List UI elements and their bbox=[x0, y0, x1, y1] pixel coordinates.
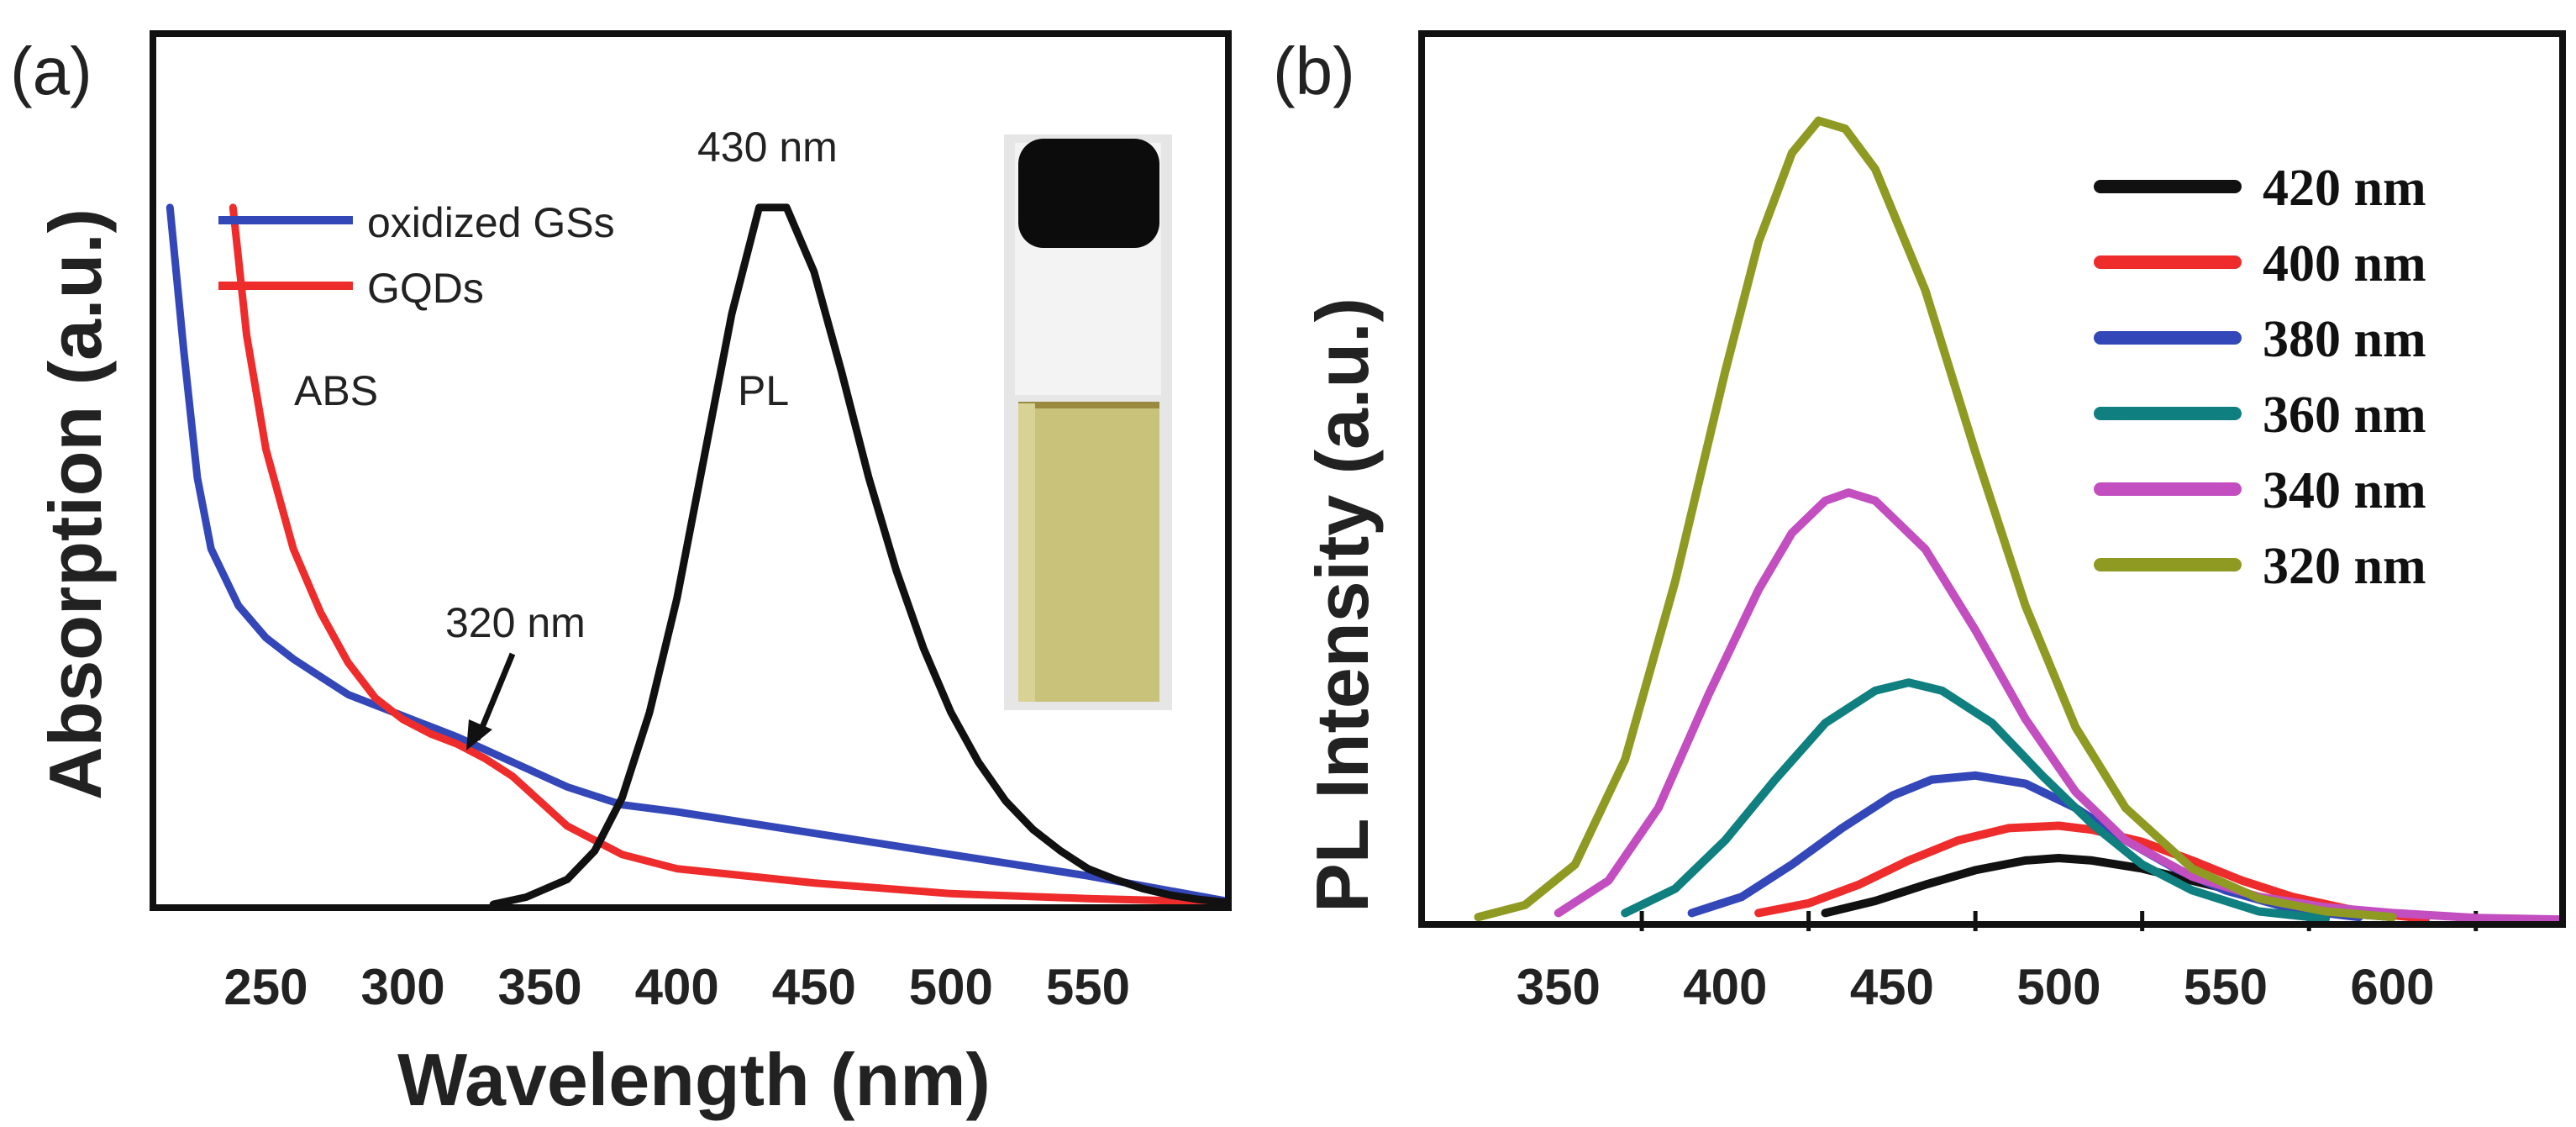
panel-a-series-group bbox=[166, 203, 1229, 908]
panel-b-series-group bbox=[1474, 116, 2563, 924]
series-line-320-nm-b bbox=[1474, 116, 2397, 922]
panel-a-frame bbox=[150, 30, 1232, 911]
annotation-peak-430nm: 430 nm bbox=[697, 124, 838, 171]
panel-b-label: (b) bbox=[1273, 34, 1355, 108]
panel-a-xlabel: Wavelength (nm) bbox=[397, 1038, 991, 1121]
panel-a-xtick-400: 400 bbox=[635, 959, 719, 1015]
panel-a-xtick-350: 350 bbox=[498, 959, 582, 1015]
annotation-shoulder-320nm: 320 nm bbox=[445, 599, 586, 646]
panel-a: (a) Absorption (a.u.) Wavelength (nm) 25… bbox=[10, 30, 1232, 1121]
panel-a-tick-labels: 250 300 350 400 450 500 550 bbox=[223, 959, 1130, 1015]
panel-b-xtick-400: 400 bbox=[1683, 959, 1767, 1015]
legend-label-oxidized-gss: oxidized GSs bbox=[367, 199, 615, 246]
panel-b-legend: 420 nm 400 nm 380 nm 360 nm 340 nm 320 nm bbox=[2094, 160, 2426, 595]
panel-b: (b) PL Intensity (a.u.) 350 400 450 500 550 6… bbox=[1273, 30, 2566, 1015]
series-line-gqds-pl-a bbox=[489, 203, 1229, 908]
panel-a-xtick-250: 250 bbox=[223, 959, 308, 1015]
panel-b-ylabel: PL Intensity (a.u.) bbox=[1301, 298, 1384, 913]
legend-label-420-nm: 420 nm bbox=[2263, 160, 2426, 217]
legend-label-320-nm: 320 nm bbox=[2263, 538, 2426, 595]
annotation-arrow bbox=[474, 652, 516, 741]
legend-label-360-nm: 360 nm bbox=[2263, 387, 2426, 444]
panel-a-legend: oxidized GSs GQDs bbox=[218, 199, 615, 312]
panel-b-xtick-450: 450 bbox=[1850, 959, 1934, 1015]
annotation-abs: ABS bbox=[294, 367, 378, 414]
panel-b-tick-labels: 350 400 450 500 550 600 bbox=[1517, 911, 2479, 1015]
panel-b-xtick-550: 550 bbox=[2184, 959, 2268, 1015]
panel-b-frame bbox=[1418, 30, 2566, 928]
vial-meniscus bbox=[1018, 402, 1159, 408]
vial-cap bbox=[1018, 139, 1159, 248]
legend-label-400-nm: 400 nm bbox=[2263, 235, 2426, 292]
inset-vial-photo bbox=[1004, 134, 1172, 710]
annotation-arrowhead bbox=[466, 719, 492, 750]
panel-a-xtick-450: 450 bbox=[772, 959, 856, 1015]
series-line-gqds-abs-a bbox=[229, 203, 1229, 906]
legend-label-340-nm: 340 nm bbox=[2263, 462, 2426, 519]
panel-b-xtick-500: 500 bbox=[2016, 959, 2100, 1015]
annotation-pl: PL bbox=[738, 367, 789, 414]
legend-label-gqds: GQDs bbox=[367, 265, 484, 312]
vial-highlight bbox=[1018, 403, 1035, 702]
panel-b-xtick-350: 350 bbox=[1517, 959, 1601, 1015]
panel-a-ylabel: Absorption (a.u.) bbox=[34, 208, 117, 800]
vial-liquid bbox=[1018, 403, 1159, 702]
panel-a-xtick-300: 300 bbox=[360, 959, 444, 1015]
panel-a-xtick-550: 550 bbox=[1046, 959, 1130, 1015]
panel-a-xtick-500: 500 bbox=[909, 959, 993, 1015]
series-line-400-nm-b bbox=[1754, 821, 2431, 924]
legend-label-380-nm: 380 nm bbox=[2263, 311, 2426, 368]
panel-a-label: (a) bbox=[10, 34, 92, 108]
series-line-360-nm-b bbox=[1621, 678, 2331, 924]
panel-b-xtick-600: 600 bbox=[2350, 959, 2434, 1015]
